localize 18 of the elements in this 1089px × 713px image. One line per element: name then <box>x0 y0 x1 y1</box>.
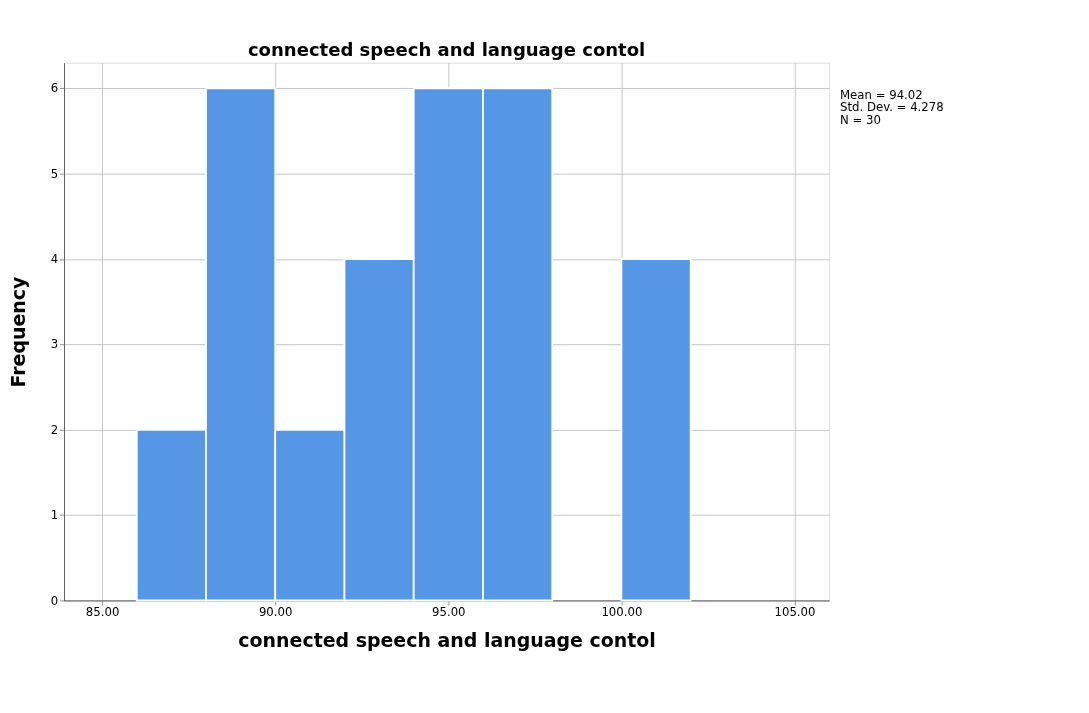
y-tick-label: 2 <box>50 422 59 437</box>
y-tick-label: 1 <box>50 508 59 523</box>
x-tick-label: 95.00 <box>432 605 466 620</box>
text: Mean = 94.02 <box>839 87 923 102</box>
y-tick-label: 5 <box>50 166 59 181</box>
chart-title: connected speech and language contol <box>247 38 646 60</box>
y-axis-title: Frequency <box>7 276 30 388</box>
y-tick-label: 6 <box>50 81 59 96</box>
y-tick-label: 0 <box>50 593 59 608</box>
x-tick-label: 100.00 <box>601 605 643 620</box>
text: N = 30 <box>839 113 881 128</box>
x-tick-label: 105.00 <box>774 605 816 620</box>
x-axis-title: connected speech and language contol <box>238 628 656 651</box>
x-tick-label: 85.00 <box>85 605 120 620</box>
x-tick-label: 90.00 <box>258 605 293 620</box>
text: Std. Dev. = 4.278 <box>839 100 944 115</box>
y-tick-label: 3 <box>50 337 59 352</box>
y-tick-label: 4 <box>50 252 59 267</box>
